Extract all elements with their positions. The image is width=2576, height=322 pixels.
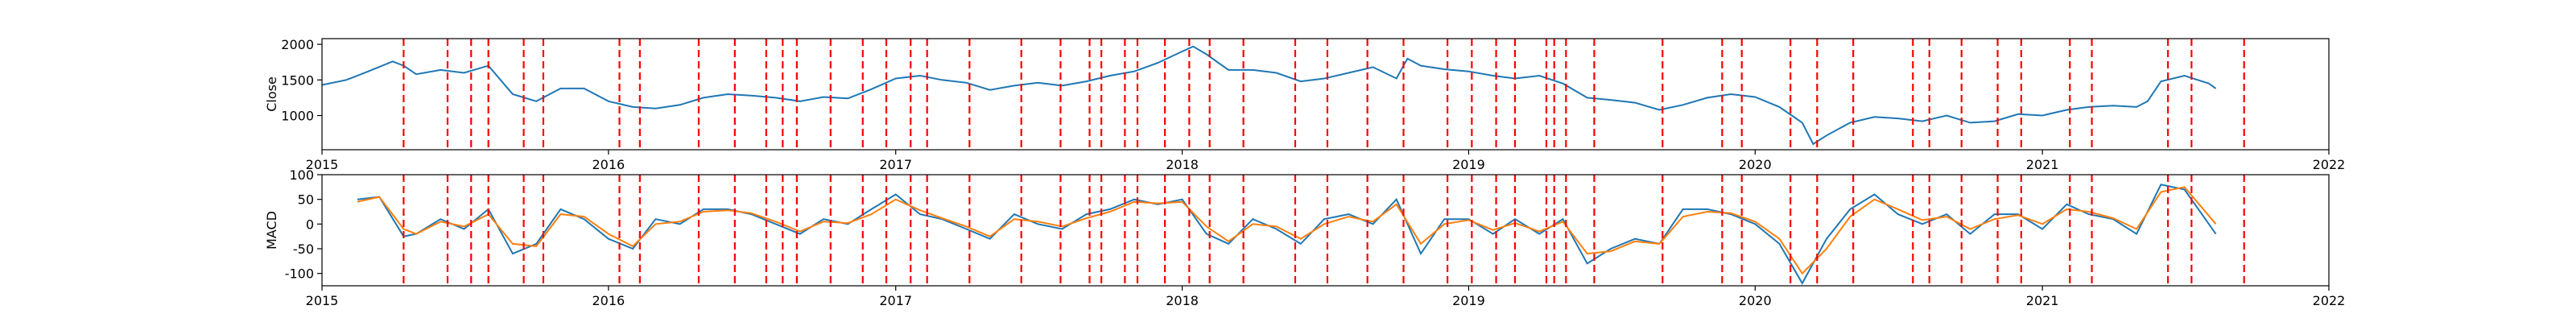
macd-series-line-0: [357, 184, 2217, 285]
close-x-tick-label-2021: 2021: [2026, 157, 2059, 172]
close-x-tick-label-2017: 2017: [879, 157, 912, 172]
macd-y-tick-label-0: 0: [306, 217, 314, 232]
panel-macd: 2015 2016 2017 2018 2019 2020 2021 2022 -100 -50 0…: [264, 167, 2345, 308]
macd-x-tick-label-2017: 2017: [879, 293, 912, 308]
panel-close: 2015 2016 2017 2018 2019 2020 2021 2022 1000 1500…: [264, 37, 2345, 172]
macd-x-tick-label-2020: 2020: [1739, 293, 1772, 308]
macd-y-axis-label: MACD: [264, 211, 279, 250]
close-x-tick-label-2022: 2022: [2313, 157, 2346, 172]
close-x-tick-label-2016: 2016: [592, 157, 625, 172]
close-y-tick-label-1500: 1500: [281, 72, 314, 88]
close-x-tick-label-2018: 2018: [1166, 157, 1199, 172]
macd-x-tick-label-2021: 2021: [2026, 293, 2059, 308]
macd-x-tick-label-2018: 2018: [1166, 293, 1199, 308]
close-x-tick-label-2020: 2020: [1739, 157, 1772, 172]
macd-y-tick-label--100: -100: [285, 266, 314, 282]
close-series-line-0: [321, 45, 2217, 146]
close-x-tick-label-2019: 2019: [1452, 157, 1485, 172]
macd-y-tick-label--50: -50: [293, 242, 314, 257]
macd-x-tick-label-2022: 2022: [2313, 293, 2346, 308]
macd-axes-frame: [321, 174, 2330, 287]
close-y-axis-label: Close: [264, 76, 279, 112]
macd-series-line-1: [357, 186, 2217, 275]
macd-x-tick-label-2016: 2016: [592, 293, 625, 308]
close-y-tick-label-1000: 1000: [281, 109, 314, 124]
macd-y-tick-label-100: 100: [289, 167, 314, 183]
macd-y-tick-label-50: 50: [298, 192, 314, 208]
macd-x-tick-label-2015: 2015: [306, 293, 339, 308]
close-axes-frame: [321, 38, 2330, 151]
close-x-tick-label-2015: 2015: [306, 157, 339, 172]
macd-x-tick-label-2019: 2019: [1452, 293, 1485, 308]
close-y-tick-label-2000: 2000: [281, 37, 314, 52]
